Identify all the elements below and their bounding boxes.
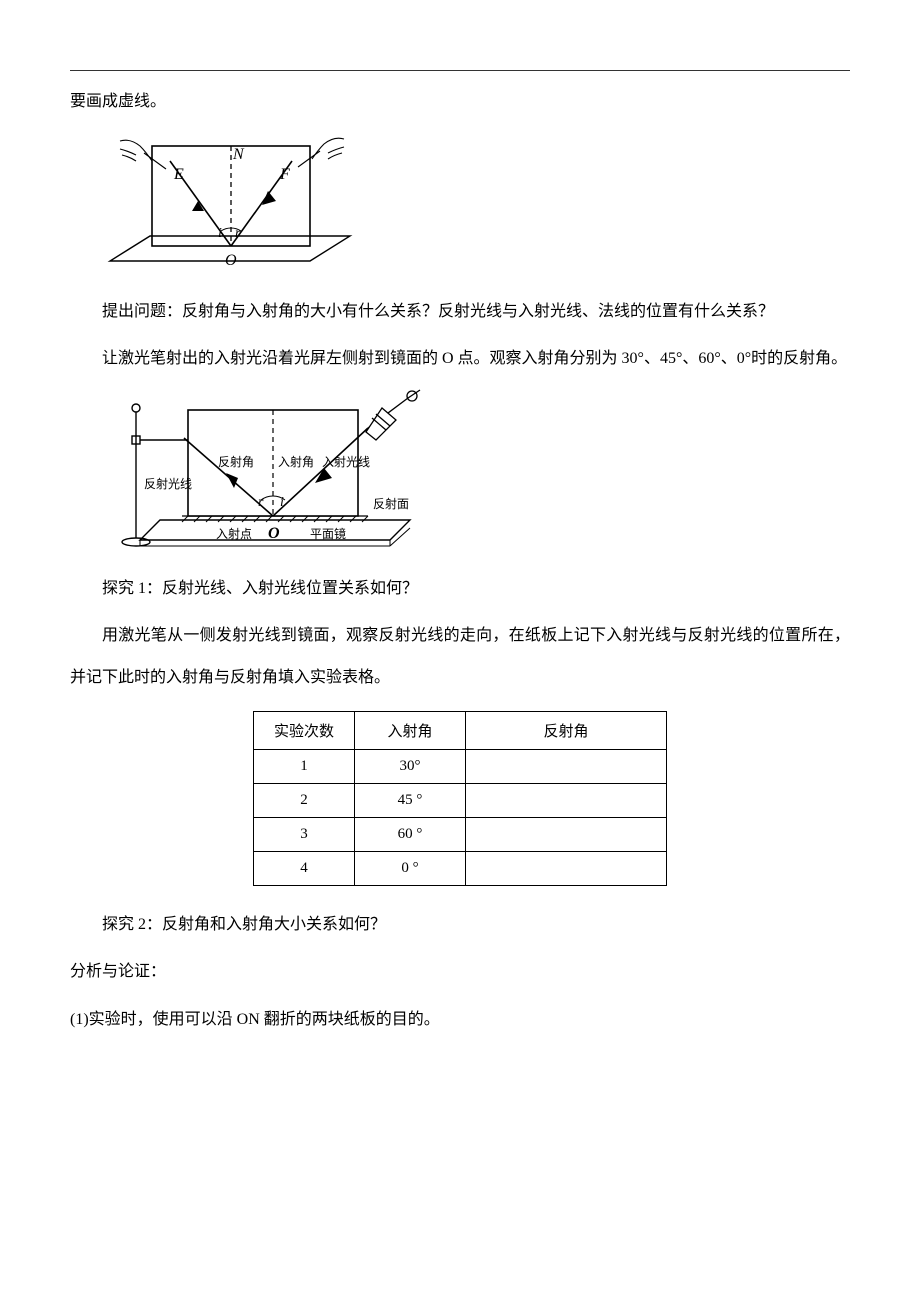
svg-text:反射角: 反射角 <box>218 454 254 469</box>
svg-text:O: O <box>225 252 237 269</box>
svg-text:O: O <box>268 525 280 542</box>
paragraph-4: 探究 1：反射光线、入射光线位置关系如何？ <box>70 568 850 610</box>
svg-text:入射点: 入射点 <box>216 526 252 541</box>
cell-index: 2 <box>254 783 355 817</box>
svg-text:反射光线: 反射光线 <box>144 476 192 491</box>
cell-incident: 0 ° <box>355 851 466 885</box>
table-row: 4 0 ° <box>254 851 667 885</box>
paragraph-1: 要画成虚线。 <box>70 81 850 123</box>
cell-incident: 45 ° <box>355 783 466 817</box>
svg-text:N: N <box>232 146 245 163</box>
paragraph-2: 提出问题：反射角与入射角的大小有什么关系？反射光线与入射光线、法线的位置有什么关… <box>70 291 850 333</box>
table-row: 3 60 ° <box>254 817 667 851</box>
figure-2: 反射光线 反射角 入射角 入射光线 反射面 入射点 平面镜 r i O <box>100 388 850 558</box>
cell-incident: 30° <box>355 749 466 783</box>
svg-text:i: i <box>280 495 284 510</box>
svg-text:E: E <box>173 166 184 183</box>
paragraph-7: 分析与论证： <box>70 951 850 993</box>
svg-text:反射面: 反射面 <box>373 496 409 511</box>
svg-text:i: i <box>218 226 222 241</box>
cell-index: 3 <box>254 817 355 851</box>
svg-text:平面镜: 平面镜 <box>310 526 346 541</box>
th-index: 实验次数 <box>254 711 355 749</box>
paragraph-5: 用激光笔从一侧发射光线到镜面，观察反射光线的走向，在纸板上记下入射光线与反射光线… <box>70 615 850 698</box>
cell-reflected <box>466 851 667 885</box>
cell-reflected <box>466 783 667 817</box>
page: 要画成虚线。 <box>0 0 920 1096</box>
paragraph-3: 让激光笔射出的入射光沿着光屏左侧射到镜面的 O 点。观察入射角分别为 30°、4… <box>70 338 850 380</box>
paragraph-8: (1)实验时，使用可以沿 ON 翻折的两块纸板的目的。 <box>70 999 850 1041</box>
cell-reflected <box>466 817 667 851</box>
reflection-diagram-2-svg: 反射光线 反射角 入射角 入射光线 反射面 入射点 平面镜 r i O <box>110 388 440 558</box>
paragraph-6: 探究 2：反射角和入射角大小关系如何？ <box>70 904 850 946</box>
table-row: 1 30° <box>254 749 667 783</box>
th-incident: 入射角 <box>355 711 466 749</box>
table-header-row: 实验次数 入射角 反射角 <box>254 711 667 749</box>
figure-1: N E F i r O <box>100 131 850 281</box>
experiment-table: 实验次数 入射角 反射角 1 30° 2 45 ° 3 60 ° 4 0 ° <box>253 711 667 886</box>
svg-text:r: r <box>235 226 241 241</box>
top-rule <box>70 70 850 71</box>
svg-text:入射角: 入射角 <box>278 454 314 469</box>
table-row: 2 45 ° <box>254 783 667 817</box>
svg-text:r: r <box>258 495 264 510</box>
reflection-diagram-1-svg: N E F i r O <box>100 131 360 281</box>
cell-index: 4 <box>254 851 355 885</box>
cell-reflected <box>466 749 667 783</box>
cell-index: 1 <box>254 749 355 783</box>
svg-text:入射光线: 入射光线 <box>322 454 370 469</box>
cell-incident: 60 ° <box>355 817 466 851</box>
th-reflected: 反射角 <box>466 711 667 749</box>
svg-text:F: F <box>279 166 290 183</box>
